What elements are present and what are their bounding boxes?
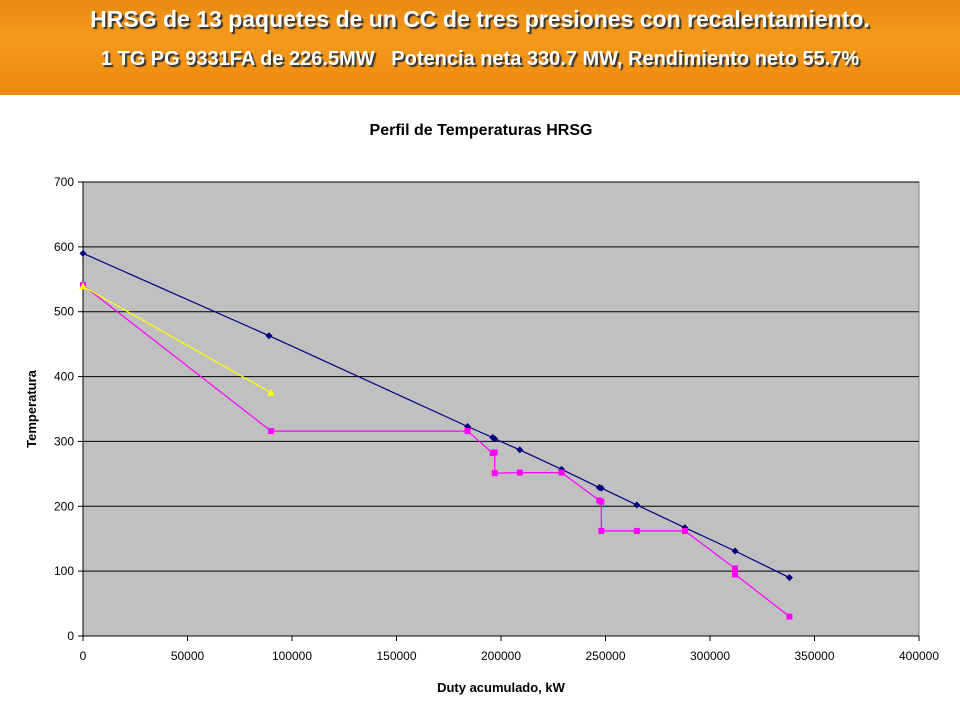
x-tick-label: 150000 [376, 649, 416, 663]
data-point [491, 470, 498, 477]
x-tick-label: 300000 [690, 649, 730, 663]
series-line-2 [82, 284, 790, 617]
x-axis-label: Duty acumulado, kW [437, 680, 566, 695]
data-point [516, 446, 524, 454]
y-tick-label: 600 [54, 240, 74, 254]
y-tick-label: 500 [54, 305, 74, 319]
data-point [598, 527, 605, 534]
slide-title: HRSG de 13 paquetes de un CC de tres pre… [90, 6, 870, 32]
x-tick-label: 200000 [481, 649, 521, 663]
x-tick-label: 0 [80, 649, 87, 663]
header-banner: HRSG de 13 paquetes de un CC de tres pre… [0, 0, 960, 95]
data-point [633, 527, 640, 534]
data-point [732, 571, 739, 578]
data-point [597, 484, 605, 492]
data-point [267, 388, 276, 396]
chart-title: Perfil de Temperaturas HRSG [370, 122, 593, 139]
slide-subtitle: 1 TG PG 9331FA de 226.5MW Potencia neta … [100, 48, 860, 70]
series-line-3 [82, 285, 272, 394]
data-point [491, 435, 499, 443]
data-point [785, 574, 793, 582]
y-tick-label: 100 [54, 564, 74, 578]
y-tick-label: 200 [54, 499, 74, 513]
data-point [79, 282, 87, 290]
data-point [268, 428, 275, 435]
data-point [681, 527, 688, 534]
data-point [732, 565, 739, 572]
data-point [598, 498, 605, 505]
y-tick-label: 700 [54, 175, 74, 189]
data-point [265, 332, 273, 340]
temperature-profile-chart: Perfil de Temperaturas HRSG 0 100 200 300 40… [24, 122, 939, 695]
data-point [731, 547, 739, 555]
y-tick-label: 0 [67, 629, 74, 643]
data-point [464, 428, 471, 435]
data-point [491, 449, 498, 456]
data-point [681, 524, 689, 532]
plot-area [82, 181, 920, 637]
data-point [558, 469, 565, 476]
x-tick-label: 100000 [272, 649, 312, 663]
x-tick-label: 350000 [794, 649, 834, 663]
y-tick-label: 300 [54, 434, 74, 448]
x-tick-label: 400000 [899, 649, 939, 663]
y-axis-label: Temperatura [24, 369, 39, 448]
x-tick-label: 50000 [171, 649, 205, 663]
x-tick-label: 250000 [585, 649, 625, 663]
data-point [516, 469, 523, 476]
data-point [786, 613, 793, 620]
y-tick-label: 400 [54, 370, 74, 384]
data-point [633, 501, 641, 509]
data-point [79, 249, 87, 257]
